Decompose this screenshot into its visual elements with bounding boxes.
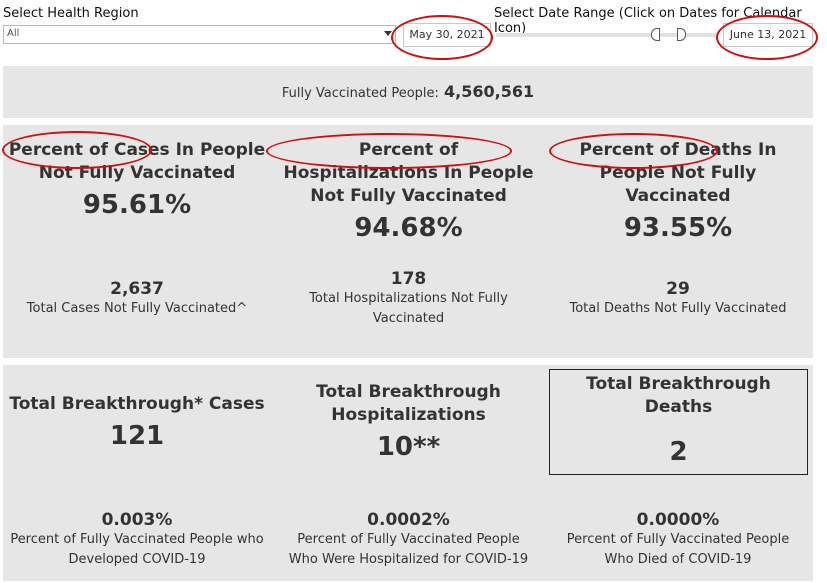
hospitalizations-card: Percent of Hospitalizations In People No… — [281, 139, 536, 243]
start-date-field[interactable]: May 30, 2021 — [403, 23, 491, 47]
fully-vaccinated-label: Fully Vaccinated People: — [281, 86, 439, 101]
hospitalizations-count: 178 — [390, 269, 427, 289]
cases-count-card: 2,637 Total Cases Not Fully Vaccinated^ — [3, 279, 271, 319]
summary-panel: Fully Vaccinated People: 4,560,561 — [3, 66, 813, 118]
hospitalizations-percent: 94.68% — [354, 213, 463, 243]
start-date-handle[interactable] — [651, 28, 660, 41]
date-range-slider[interactable] — [496, 33, 717, 37]
deaths-caption: Total Deaths Not Fully Vaccinated — [569, 301, 787, 316]
breakthrough-cases-caption: Percent of Fully Vaccinated People who D… — [10, 532, 264, 567]
cases-card: Percent of Cases In People Not Fully Vac… — [3, 139, 271, 220]
breakthrough-panel — [3, 365, 813, 581]
breakthrough-cases-percent: 0.003% — [101, 510, 173, 530]
end-date-field[interactable]: June 13, 2021 — [723, 23, 813, 47]
cases-title: Percent of Cases In People Not Fully Vac… — [8, 140, 266, 183]
deaths-title: Percent of Deaths In People Not Fully Va… — [579, 140, 777, 206]
cases-percent: 95.61% — [82, 190, 192, 220]
not-vaccinated-panel — [3, 125, 813, 358]
hospitalizations-caption: Total Hospitalizations Not Fully Vaccina… — [309, 291, 508, 326]
hospitalizations-title: Percent of Hospitalizations In People No… — [283, 140, 534, 206]
breakthrough-cases-title: Total Breakthrough* Cases — [9, 394, 265, 414]
breakthrough-hospitalizations-percent: 0.0002% — [367, 510, 450, 530]
hospitalizations-count-card: 178 Total Hospitalizations Not Fully Vac… — [296, 269, 521, 329]
end-date-handle[interactable] — [677, 28, 686, 41]
breakthrough-cases-value: 121 — [109, 421, 165, 451]
deaths-count: 29 — [666, 279, 690, 299]
date-range-label: Select Date Range (Click on Dates for Ca… — [494, 6, 802, 36]
deaths-count-card: 29 Total Deaths Not Fully Vaccinated — [553, 279, 803, 319]
breakthrough-hospitalizations-caption: Percent of Fully Vaccinated People Who W… — [288, 532, 529, 567]
breakthrough-deaths-percent: 0.0000% — [636, 510, 720, 530]
breakthrough-hospitalizations-value: 10** — [376, 432, 441, 462]
fully-vaccinated-value: 4,560,561 — [444, 82, 535, 101]
deaths-card: Percent of Deaths In People Not Fully Va… — [553, 139, 803, 243]
region-label: Select Health Region — [3, 6, 139, 21]
breakthrough-cases-percent-card: 0.003% Percent of Fully Vaccinated Peopl… — [8, 510, 266, 570]
breakthrough-deaths-value: 2 — [669, 437, 688, 467]
chevron-down-icon[interactable] — [384, 31, 392, 36]
breakthrough-deaths-card: Total Breakthrough Deaths 2 — [549, 369, 808, 475]
breakthrough-deaths-title: Total Breakthrough Deaths — [586, 374, 771, 417]
deaths-percent: 93.55% — [623, 213, 733, 243]
region-select[interactable]: All — [3, 25, 396, 44]
region-select-value: All — [7, 28, 20, 39]
breakthrough-hospitalizations-title: Total Breakthrough Hospitalizations — [316, 382, 501, 425]
breakthrough-hospitalizations-percent-card: 0.0002% Percent of Fully Vaccinated Peop… — [281, 510, 536, 570]
breakthrough-cases-card: Total Breakthrough* Cases 121 — [3, 393, 271, 451]
breakthrough-deaths-percent-card: 0.0000% Percent of Fully Vaccinated Peop… — [553, 510, 803, 570]
breakthrough-deaths-caption: Percent of Fully Vaccinated People Who D… — [566, 532, 790, 567]
cases-caption: Total Cases Not Fully Vaccinated^ — [26, 301, 248, 316]
breakthrough-hospitalizations-card: Total Breakthrough Hospitalizations 10** — [296, 381, 521, 462]
cases-count: 2,637 — [110, 279, 164, 299]
